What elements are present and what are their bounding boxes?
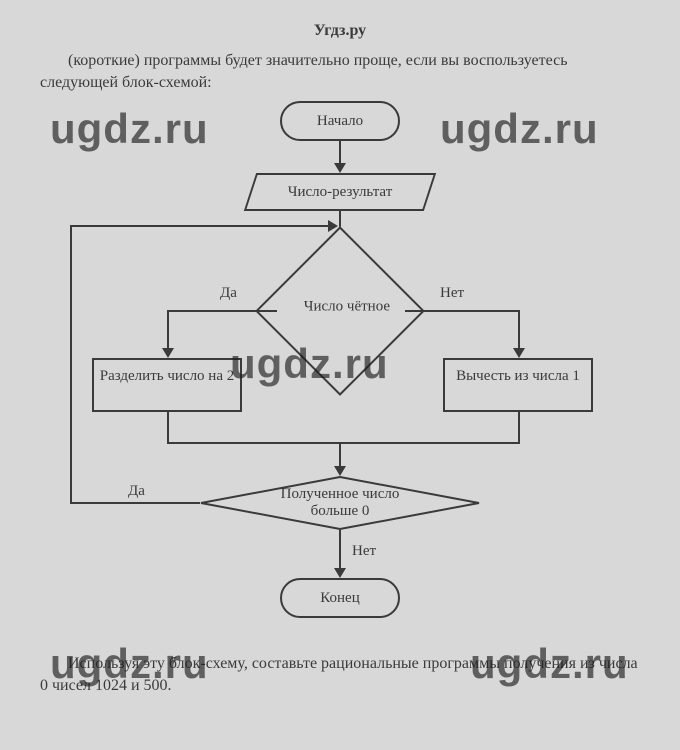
decision2-line1: Полученное число — [281, 486, 400, 502]
intro-paragraph: (короткие) программы будет значительно п… — [40, 50, 640, 93]
edge — [518, 412, 520, 442]
flow-decision-even-label: Число чётное — [277, 299, 417, 316]
outro-paragraph: Используя эту блок-схему, составьте раци… — [40, 653, 640, 696]
flow-start: Начало — [280, 101, 400, 141]
edge — [70, 502, 200, 504]
edge — [167, 310, 169, 350]
flow-input-label: Число-результат — [252, 175, 428, 209]
edge — [167, 412, 169, 442]
edge-label-yes: Да — [220, 285, 237, 302]
arrowhead-icon — [328, 220, 338, 232]
edge — [70, 225, 72, 504]
decision2-line2: больше 0 — [311, 503, 370, 519]
page-header: Угдз.ру — [40, 22, 640, 40]
edge-label-yes-loop: Да — [128, 483, 145, 500]
flow-process-divide: Разделить число на 2 — [92, 358, 242, 412]
flowchart: Начало Число-результат Число чётное Да Н… — [40, 101, 640, 641]
arrowhead-icon — [513, 348, 525, 358]
edge — [339, 141, 341, 165]
arrowhead-icon — [334, 163, 346, 173]
flow-decision-even: Число чётное — [255, 226, 425, 396]
flow-decision-gt0: Полученное число больше 0 — [200, 476, 480, 530]
arrowhead-icon — [334, 466, 346, 476]
flow-end: Конец — [280, 578, 400, 618]
flow-input: Число-результат — [244, 173, 436, 211]
edge — [70, 225, 330, 227]
edge-label-no-end: Нет — [352, 543, 376, 560]
edge — [167, 442, 520, 444]
flow-process-subtract: Вычесть из числа 1 — [443, 358, 593, 412]
edge — [339, 530, 341, 570]
edge — [405, 310, 520, 312]
edge — [167, 310, 277, 312]
arrowhead-icon — [334, 568, 346, 578]
edge — [518, 310, 520, 350]
flow-decision-gt0-label: Полученное число больше 0 — [200, 486, 480, 519]
edge — [339, 442, 341, 468]
arrowhead-icon — [162, 348, 174, 358]
edge-label-no: Нет — [440, 285, 464, 302]
